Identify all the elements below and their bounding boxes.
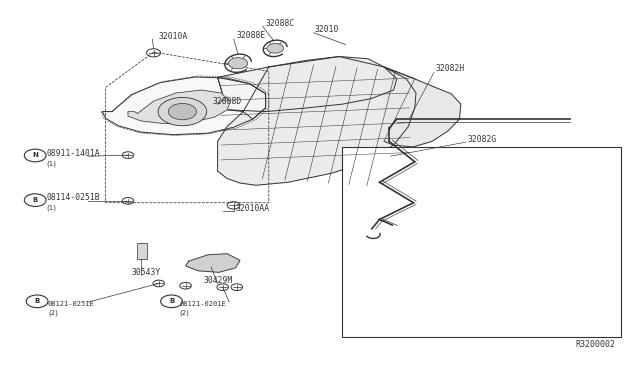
Bar: [137, 243, 147, 259]
Text: 32082G: 32082G: [467, 135, 497, 144]
Circle shape: [228, 58, 248, 69]
Polygon shape: [218, 77, 266, 119]
Text: 32088D: 32088D: [212, 97, 242, 106]
Text: (1): (1): [47, 205, 57, 211]
Text: 32010A: 32010A: [159, 32, 188, 41]
Bar: [342, 147, 621, 337]
Circle shape: [168, 103, 196, 120]
Text: 30429M: 30429M: [204, 276, 233, 285]
Circle shape: [158, 97, 207, 126]
Polygon shape: [102, 77, 266, 135]
Text: (2): (2): [48, 310, 58, 316]
Text: 30543Y: 30543Y: [131, 267, 161, 276]
Text: 32088C: 32088C: [266, 19, 295, 28]
Text: 32010AA: 32010AA: [236, 204, 269, 213]
Circle shape: [267, 44, 284, 53]
Text: (2): (2): [179, 310, 189, 316]
Polygon shape: [186, 254, 240, 272]
Text: 08121-0201E: 08121-0201E: [179, 301, 226, 307]
Text: 08114-0251B: 08114-0251B: [47, 193, 100, 202]
Polygon shape: [128, 90, 230, 124]
Text: B: B: [33, 197, 38, 203]
Polygon shape: [384, 67, 461, 147]
Text: R3200002: R3200002: [576, 340, 616, 349]
Text: 08121-0251E: 08121-0251E: [48, 301, 95, 307]
Text: 08911-1401A: 08911-1401A: [47, 149, 100, 158]
Text: N: N: [32, 153, 38, 158]
Text: B: B: [169, 298, 174, 304]
Polygon shape: [218, 57, 397, 112]
Text: 32010: 32010: [315, 25, 339, 34]
Text: (1): (1): [47, 161, 57, 167]
Text: 32088E: 32088E: [237, 31, 266, 40]
Text: B: B: [35, 298, 40, 304]
Text: 32082H: 32082H: [435, 64, 465, 73]
Polygon shape: [218, 57, 416, 185]
